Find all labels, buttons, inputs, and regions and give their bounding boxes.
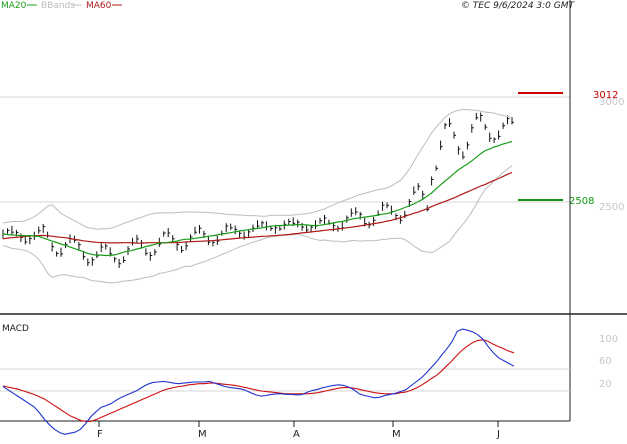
x-label-may: M (392, 429, 401, 440)
macd-panel: MACD 100 60 20 (0, 324, 618, 435)
macd-line (2, 328, 515, 435)
x-label-feb: F (97, 429, 103, 440)
resistance-marker-label: 3012 (593, 90, 618, 101)
price-panel: 3000 2500 3012 2508 (0, 90, 624, 284)
price-candles (2, 112, 514, 268)
legend-bbands-label: BBands (41, 1, 75, 11)
macd-y-tick-20: 20 (599, 379, 612, 390)
x-label-mar: M (198, 429, 207, 440)
macd-title: MACD (2, 324, 29, 334)
macd-y-tick-100: 100 (599, 334, 618, 345)
macd-signal-line (2, 339, 515, 422)
bbands-lower-line (2, 165, 513, 284)
y-tick-3000: 3000 (599, 97, 624, 108)
macd-lines (2, 328, 515, 435)
x-label-jun: J (496, 429, 500, 440)
legend-ma20-label: MA20 (1, 1, 27, 11)
timestamp: © TEC 9/6/2024 3:0 GMT (461, 1, 576, 11)
x-axis: F M A M J (97, 421, 500, 440)
macd-y-tick-60: 60 (599, 356, 612, 367)
legend: MA20 BBands MA60 (1, 1, 122, 11)
bbands-upper-line (2, 109, 513, 230)
price-lines (2, 109, 513, 284)
support-marker-label: 2508 (569, 196, 594, 207)
y-tick-2500: 2500 (599, 202, 624, 213)
x-label-apr: A (293, 429, 300, 440)
ma20-line (2, 140, 513, 257)
ma60-line (2, 171, 513, 244)
legend-ma60-label: MA60 (86, 1, 112, 11)
